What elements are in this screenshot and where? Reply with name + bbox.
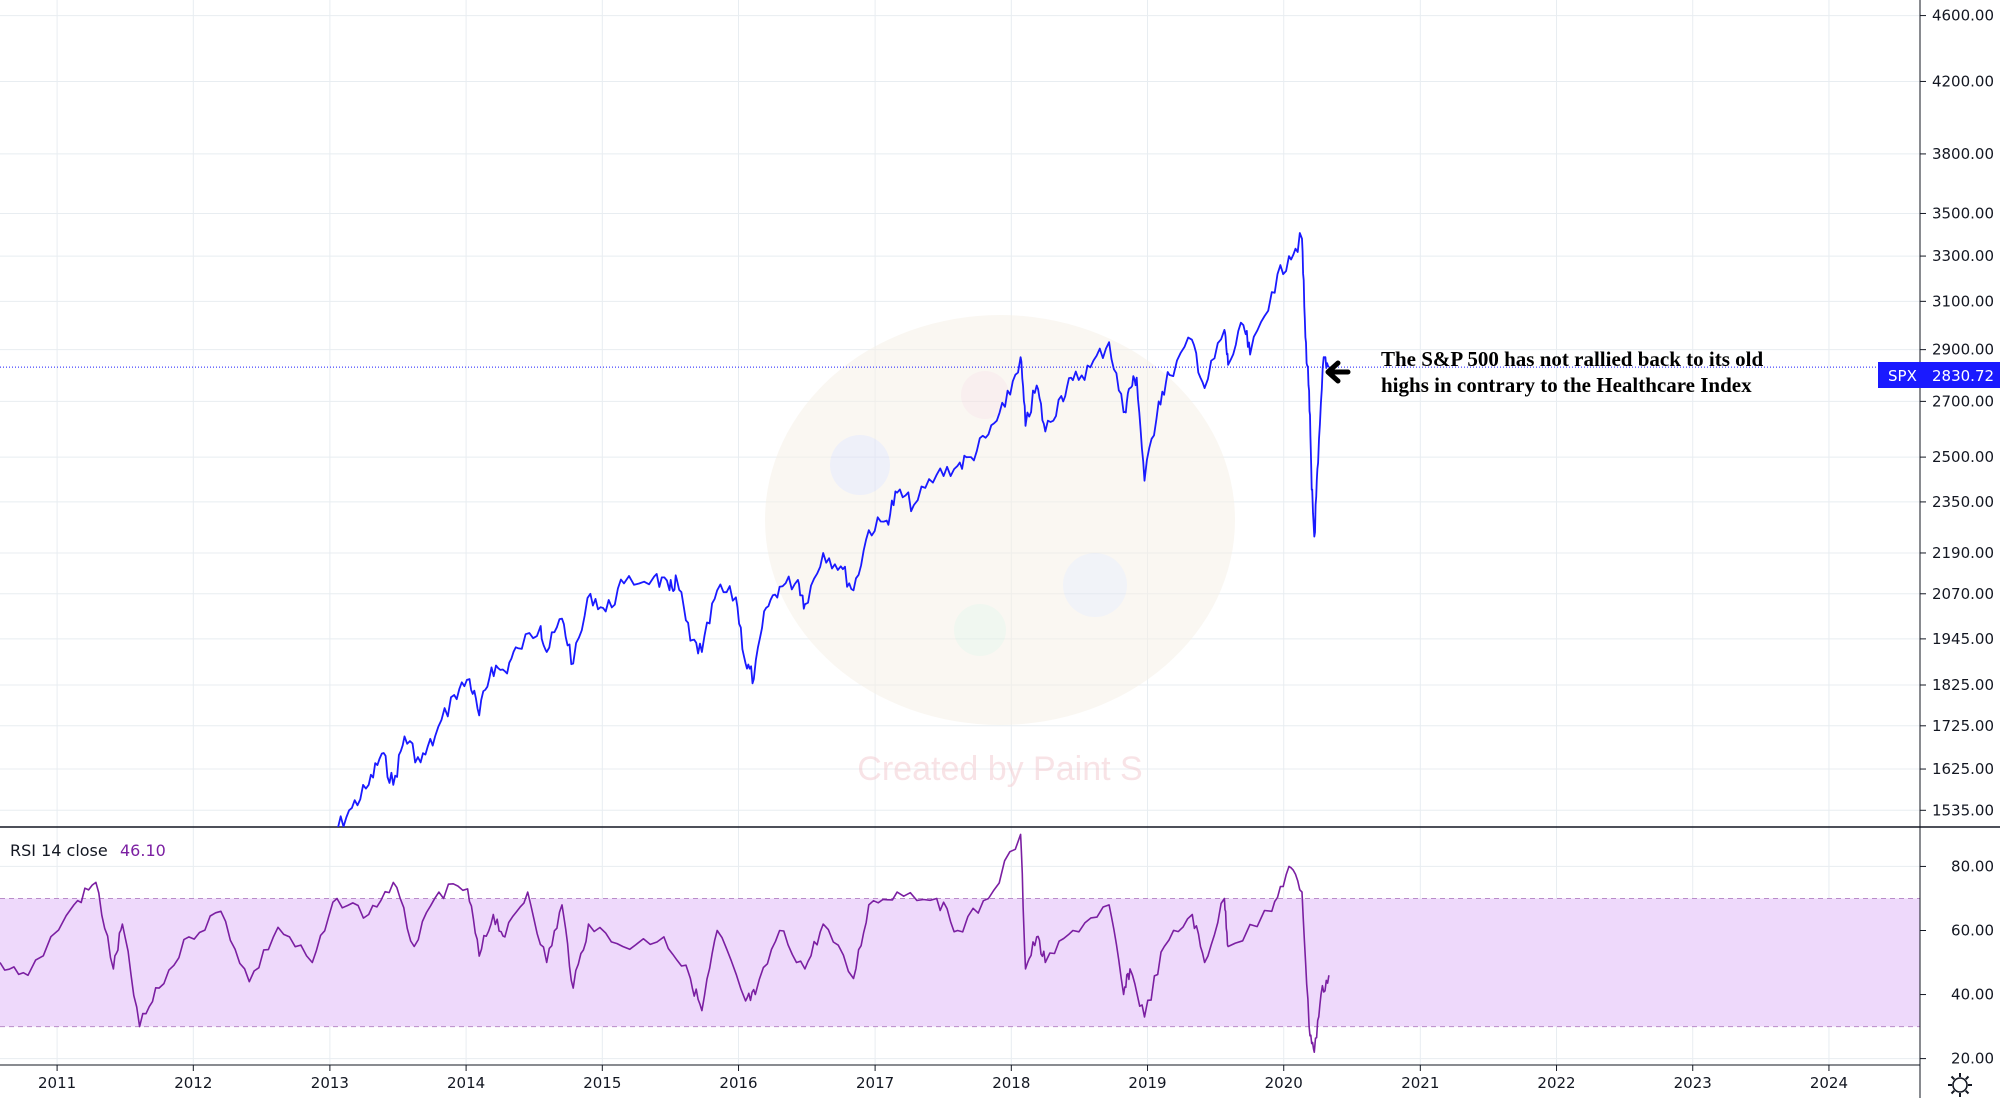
- rsi-band-bounds: [0, 897, 1920, 1028]
- x-tick-label: 2013: [311, 1074, 349, 1092]
- arrow-left-icon: [1325, 360, 1351, 384]
- symbol-label: SPX: [1888, 367, 1917, 385]
- y-tick-label: 2500.00: [1932, 448, 1994, 466]
- last-price-value: 2830.72: [1932, 367, 1994, 385]
- gear-icon[interactable]: [1948, 1073, 1972, 1097]
- y-tick-label: 2070.00: [1932, 585, 1994, 603]
- y-tick-label: 1825.00: [1932, 676, 1994, 694]
- spx-price-line[interactable]: [318, 232, 1330, 867]
- y-tick-label: 3300.00: [1932, 247, 1994, 265]
- x-tick-label: 2012: [174, 1074, 212, 1092]
- x-tick-label: 2017: [856, 1074, 894, 1092]
- watermark-text: Created by Paint S: [857, 750, 1142, 788]
- y-tick-label: 1725.00: [1932, 717, 1994, 735]
- x-tick-label: 2023: [1674, 1074, 1712, 1092]
- rsi-legend[interactable]: RSI 14 close 46.10: [10, 841, 166, 860]
- last-price-tag: SPX 2830.72: [1878, 362, 2000, 388]
- rsi-tick-label: 20.00: [1951, 1050, 1994, 1068]
- x-tick-label: 2016: [719, 1074, 757, 1092]
- annotation-line-1: The S&P 500 has not rallied back to its …: [1381, 347, 1763, 371]
- y-tick-label: 2190.00: [1932, 544, 1994, 562]
- y-tick-label: 3500.00: [1932, 204, 1994, 222]
- rsi-last-value: 46.10: [120, 841, 166, 860]
- y-tick-label: 2350.00: [1932, 493, 1994, 511]
- y-tick-label: 2700.00: [1932, 392, 1994, 410]
- rsi-title: RSI 14 close: [10, 841, 108, 860]
- y-tick-label: 3800.00: [1932, 145, 1994, 163]
- x-tick-label: 2019: [1128, 1074, 1166, 1092]
- y-tick-label: 3100.00: [1932, 292, 1994, 310]
- time-axis[interactable]: 2011 2012 2013 2014 2015 2016 2017 2018 2019 2020…: [38, 1065, 1848, 1092]
- y-tick-label: 1535.00: [1932, 801, 1994, 819]
- watermark: Created by Paint S: [765, 315, 1235, 788]
- x-tick-label: 2021: [1401, 1074, 1439, 1092]
- x-tick-label: 2022: [1537, 1074, 1575, 1092]
- price-axis[interactable]: 4600.00 4200.00 3800.00 3500.00 3300.00 3100.…: [1920, 7, 1994, 820]
- x-tick-label: 2018: [992, 1074, 1030, 1092]
- y-tick-label: 1625.00: [1932, 760, 1994, 778]
- rsi-tick-label: 40.00: [1951, 986, 1994, 1004]
- rsi-axis[interactable]: 80.00 60.00 40.00 20.00: [1920, 857, 1994, 1068]
- rsi-line[interactable]: [0, 833, 1330, 1053]
- rsi-tick-label: 60.00: [1951, 921, 1994, 939]
- rsi-tick-label: 80.00: [1951, 857, 1994, 875]
- y-tick-label: 4200.00: [1932, 72, 1994, 90]
- x-tick-label: 2015: [583, 1074, 621, 1092]
- x-tick-label: 2024: [1810, 1074, 1848, 1092]
- annotation: The S&P 500 has not rallied back to its …: [1325, 347, 1763, 397]
- y-tick-label: 2900.00: [1932, 341, 1994, 359]
- y-tick-label: 4600.00: [1932, 7, 1994, 25]
- x-tick-label: 2014: [447, 1074, 485, 1092]
- rsi-band: [0, 898, 1920, 1027]
- annotation-line-2: highs in contrary to the Healthcare Inde…: [1381, 373, 1752, 397]
- x-tick-label: 2011: [38, 1074, 76, 1092]
- y-tick-label: 1945.00: [1932, 630, 1994, 648]
- x-tick-label: 2020: [1265, 1074, 1303, 1092]
